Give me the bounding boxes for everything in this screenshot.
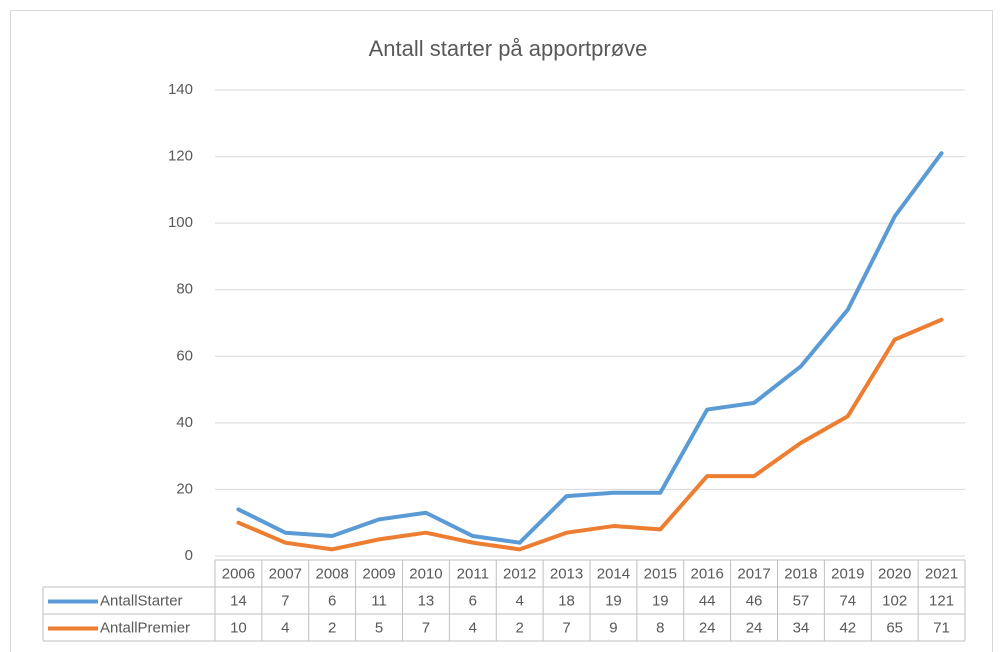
y-tick-label: 60 xyxy=(176,347,193,364)
table-value: 57 xyxy=(793,592,810,609)
table-value: 24 xyxy=(699,619,716,636)
x-tick-label: 2012 xyxy=(503,565,536,582)
y-tick-label: 0 xyxy=(185,547,193,564)
y-tick-label: 80 xyxy=(176,281,193,298)
x-tick-label: 2015 xyxy=(644,565,677,582)
table-value: 4 xyxy=(281,619,289,636)
table-value: 121 xyxy=(929,592,954,609)
line-series xyxy=(236,151,944,545)
table-value: 46 xyxy=(746,592,763,609)
table-value: 24 xyxy=(746,619,763,636)
table-value: 2 xyxy=(516,619,524,636)
y-tick-label: 140 xyxy=(168,81,193,98)
table-value: 9 xyxy=(609,619,617,636)
table-value: 19 xyxy=(652,592,669,609)
table-value: 4 xyxy=(516,592,524,609)
table-value: 10 xyxy=(230,619,247,636)
table-value: 2 xyxy=(328,619,336,636)
x-tick-label: 2016 xyxy=(691,565,724,582)
table-value: 42 xyxy=(839,619,856,636)
table-value: 18 xyxy=(558,592,575,609)
table-value: 19 xyxy=(605,592,622,609)
x-tick-label: 2010 xyxy=(409,565,442,582)
x-tick-label: 2018 xyxy=(784,565,817,582)
x-tick-label: 2020 xyxy=(878,565,911,582)
legend-label: AntallPremier xyxy=(100,619,190,636)
table-value: 7 xyxy=(422,619,430,636)
table-value: 34 xyxy=(793,619,810,636)
table-value: 65 xyxy=(886,619,903,636)
table-value: 7 xyxy=(562,619,570,636)
x-tick-label: 2008 xyxy=(316,565,349,582)
table-value: 5 xyxy=(375,619,383,636)
table-value: 71 xyxy=(933,619,950,636)
x-tick-label: 2006 xyxy=(222,565,255,582)
table-value: 8 xyxy=(656,619,664,636)
x-tick-label: 2007 xyxy=(269,565,302,582)
table-value: 14 xyxy=(230,592,247,609)
x-tick-label: 2021 xyxy=(925,565,958,582)
y-tick-label: 20 xyxy=(176,480,193,497)
line-series xyxy=(236,317,944,552)
x-tick-label: 2009 xyxy=(362,565,395,582)
table-value: 13 xyxy=(418,592,435,609)
x-tick-label: 2019 xyxy=(831,565,864,582)
y-tick-label: 40 xyxy=(176,414,193,431)
y-tick-label: 100 xyxy=(168,214,193,231)
table-value: 4 xyxy=(469,619,477,636)
table-value: 44 xyxy=(699,592,716,609)
table-value: 11 xyxy=(371,592,387,609)
x-tick-label: 2014 xyxy=(597,565,630,582)
x-tick-label: 2013 xyxy=(550,565,583,582)
chart-title: Antall starter på apportprøve xyxy=(369,36,648,61)
table-value: 6 xyxy=(469,592,477,609)
x-tick-label: 2017 xyxy=(737,565,770,582)
y-tick-label: 120 xyxy=(168,148,193,165)
table-value: 7 xyxy=(281,592,289,609)
table-value: 74 xyxy=(839,592,856,609)
table-value: 6 xyxy=(328,592,336,609)
table-value: 102 xyxy=(882,592,907,609)
legend-label: AntallStarter xyxy=(100,592,183,609)
x-tick-label: 2011 xyxy=(457,565,489,582)
